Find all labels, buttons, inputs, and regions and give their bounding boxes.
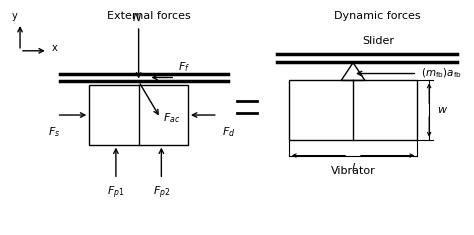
Text: x: x [52,43,57,53]
Text: $(m_\mathrm{fb})a_\mathrm{fb}$: $(m_\mathrm{fb})a_\mathrm{fb}$ [421,67,462,80]
Bar [289,80,417,140]
Text: N: N [132,13,141,23]
Text: $F_{ac}$: $F_{ac}$ [164,111,181,125]
Text: $F_{p1}$: $F_{p1}$ [107,184,125,201]
Text: $F_{p2}$: $F_{p2}$ [153,184,170,201]
Text: Vibrator: Vibrator [331,166,375,176]
Text: $F_d$: $F_d$ [222,125,235,139]
Text: y: y [11,11,17,21]
Text: Dynamic forces: Dynamic forces [335,11,421,21]
Text: l: l [352,164,355,173]
Text: External forces: External forces [107,11,191,21]
Text: w: w [437,105,446,115]
Text: Slider: Slider [362,36,394,46]
Text: $F_s$: $F_s$ [47,125,60,139]
Text: $F_f$: $F_f$ [178,60,190,74]
Bar [89,85,188,145]
